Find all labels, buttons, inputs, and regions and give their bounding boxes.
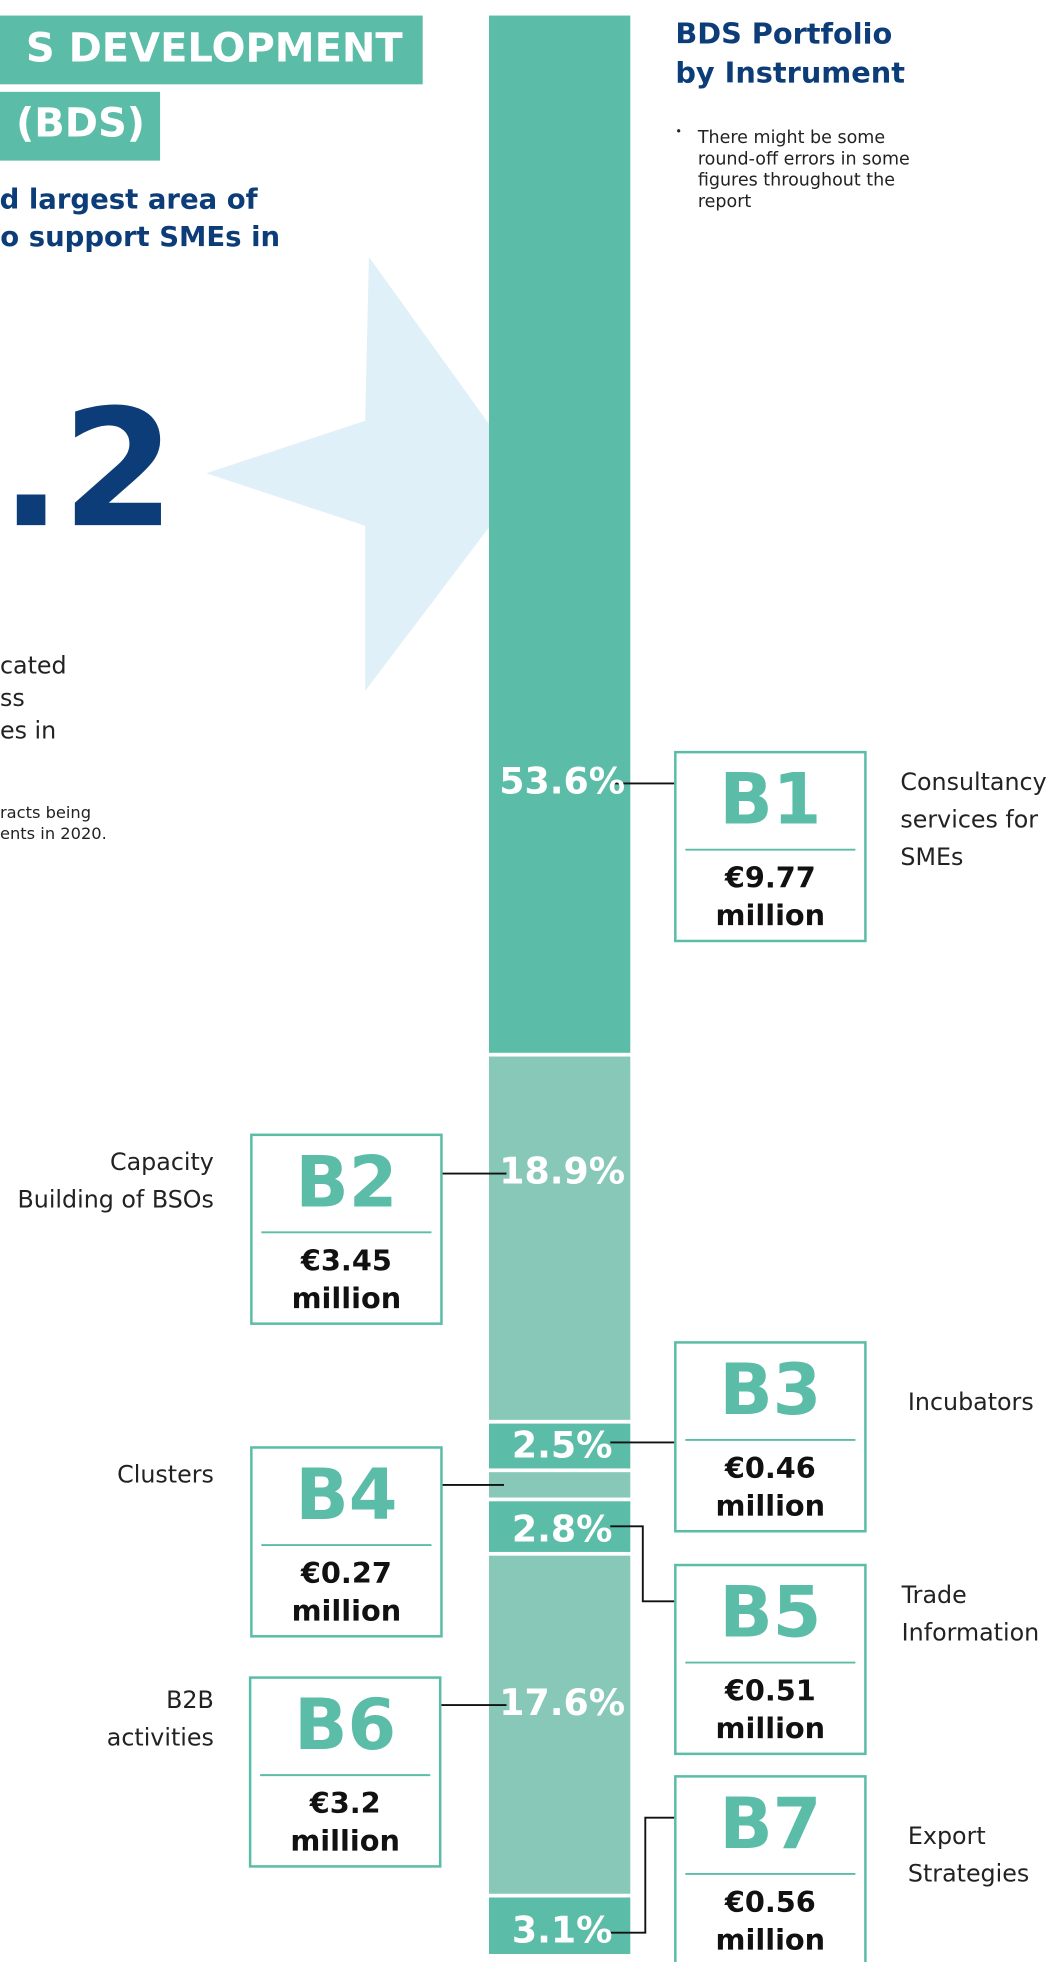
arrow-shape — [206, 256, 491, 691]
description: SMEs — [900, 843, 963, 871]
instrument-box — [248, 1676, 442, 1868]
body-text: cated — [0, 652, 67, 680]
title: S DEVELOPMENT — [26, 26, 404, 72]
footnote: There might be some — [697, 128, 885, 148]
bar-segment — [488, 1897, 631, 1954]
amount: million — [716, 1922, 826, 1956]
description: Capacity — [110, 1148, 214, 1176]
description: Information — [902, 1618, 1039, 1646]
amount: €0.51 — [724, 1674, 816, 1708]
description: Export — [908, 1822, 986, 1850]
amount: €3.2 — [309, 1786, 381, 1820]
instrument-code: B7 — [719, 1783, 821, 1865]
instrument-box — [250, 1446, 443, 1638]
instrument-code: B5 — [719, 1572, 821, 1654]
description: Strategies — [908, 1860, 1029, 1888]
amount: €9.77 — [724, 861, 816, 895]
instrument-code: B6 — [294, 1684, 396, 1766]
instrument-box — [674, 1563, 867, 1756]
value-label: 18.9% — [499, 1150, 625, 1193]
description: Consultancy — [900, 768, 1046, 796]
instrument-box — [674, 750, 867, 943]
bar-segment — [488, 1555, 631, 1894]
instrument-box — [674, 1775, 867, 1962]
bar-segment — [488, 15, 631, 1053]
description: activities — [107, 1723, 214, 1751]
footnote: figures throughout the — [698, 171, 895, 191]
subtitle: to support SMEs in — [0, 221, 280, 253]
value-label: 53.6% — [499, 759, 625, 802]
bullet: • — [675, 125, 682, 138]
bar-segment — [488, 1423, 631, 1469]
subtitle: nd largest area of — [0, 184, 259, 216]
instrument-code: B2 — [295, 1141, 397, 1223]
description: Building of BSOs — [17, 1186, 213, 1214]
description: services for — [900, 805, 1038, 833]
title: (BDS) — [16, 101, 145, 147]
amount: million — [290, 1824, 400, 1858]
title-box — [0, 91, 161, 161]
big-number: 3.2 — [0, 375, 175, 564]
bar-segment — [488, 1501, 631, 1552]
instrument-code: B1 — [719, 759, 821, 841]
amount: million — [716, 1488, 826, 1522]
chart-title: by Instrument — [675, 55, 905, 89]
note: racts being — [0, 803, 91, 822]
bar-segment — [488, 1472, 631, 1498]
value-label: 2.5% — [512, 1423, 613, 1466]
footnote: round-off errors in some — [698, 149, 910, 169]
value-label: 17.6% — [499, 1681, 625, 1724]
instrument-code: B3 — [719, 1349, 821, 1431]
amount: million — [292, 1281, 402, 1315]
connector — [610, 1525, 676, 1603]
description: Incubators — [908, 1388, 1034, 1416]
note: ents in 2020. — [0, 824, 107, 843]
description: B2B — [166, 1686, 214, 1714]
value-label: 3.1% — [512, 1909, 613, 1952]
body-text: ss — [0, 684, 25, 712]
body-text: es in — [0, 717, 56, 745]
amount: €0.56 — [724, 1885, 816, 1919]
title-box — [0, 15, 423, 85]
instrument-code: B4 — [295, 1454, 397, 1536]
amount: million — [716, 1711, 826, 1745]
description: Trade — [901, 1581, 967, 1609]
description: Clusters — [117, 1461, 214, 1489]
connector — [610, 1816, 676, 1934]
amount: €3.45 — [300, 1243, 392, 1277]
amount: €0.46 — [724, 1451, 816, 1485]
instrument-box — [674, 1341, 867, 1533]
amount: million — [716, 898, 826, 932]
amount: €0.27 — [300, 1556, 392, 1590]
amount: million — [292, 1594, 402, 1628]
value-label: 2.8% — [512, 1507, 613, 1550]
bar-segment — [488, 1056, 631, 1420]
chart-title: BDS Portfolio — [675, 17, 892, 51]
footnote: report — [698, 192, 752, 212]
instrument-box — [250, 1133, 443, 1325]
